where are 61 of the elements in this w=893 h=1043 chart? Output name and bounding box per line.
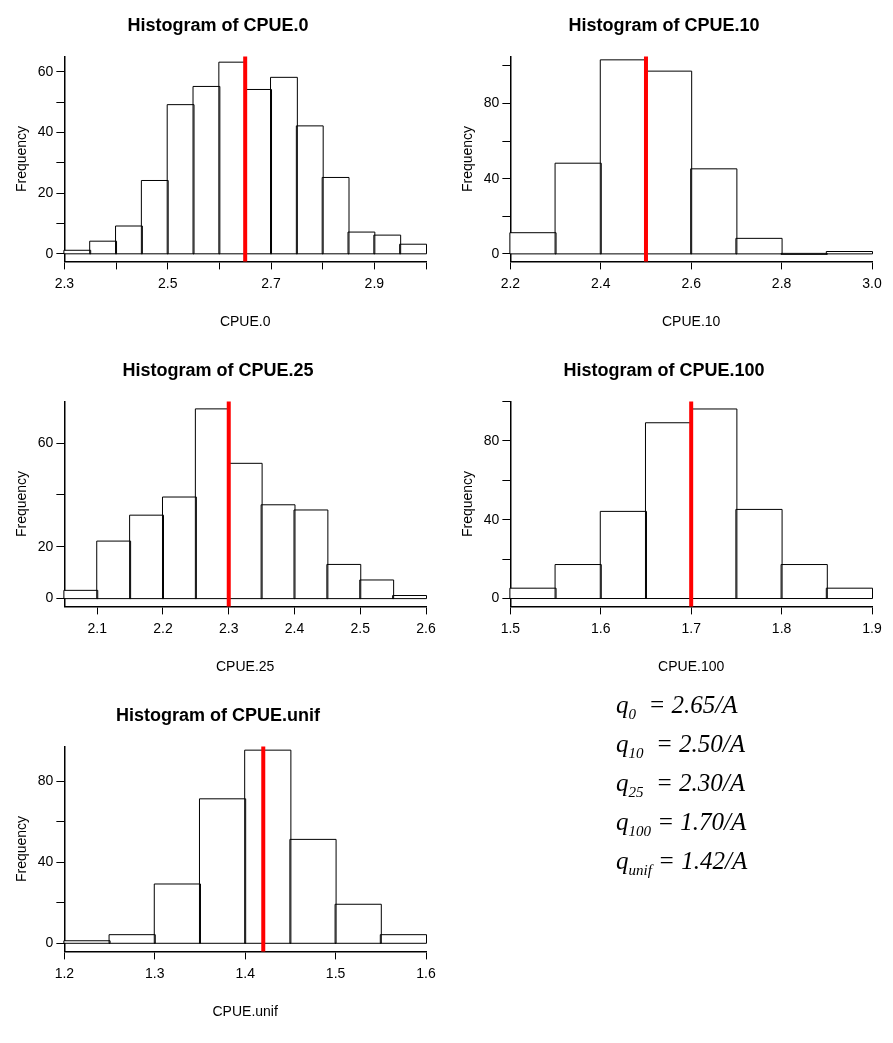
x-tick-label: 1.4 <box>235 964 256 981</box>
y-axis-title: Frequency <box>459 125 476 193</box>
x-tick-label: 2.8 <box>771 274 792 291</box>
y-tick-label: 0 <box>491 589 500 606</box>
chart-title: Histogram of CPUE.unif <box>115 704 321 725</box>
x-tick-label: 1.5 <box>500 619 521 636</box>
y-tick-label: 40 <box>483 169 500 186</box>
chart-title: Histogram of CPUE.0 <box>127 14 309 35</box>
x-tick-label: 1.8 <box>771 619 792 636</box>
x-tick-label: 1.2 <box>54 964 75 981</box>
x-tick-label: 2.3 <box>219 619 239 636</box>
y-tick-label: 60 <box>37 433 54 450</box>
text: q$_{0}$ = 2.65/A <box>616 690 739 724</box>
x-axis-title: CPUE.25 <box>216 658 275 675</box>
x-tick-label: 2.4 <box>591 274 611 291</box>
y-tick-label: 40 <box>37 853 54 870</box>
x-axis-title: CPUE.0 <box>219 313 271 330</box>
x-tick-label: 2.2 <box>153 619 173 636</box>
y-axis-title: Frequency <box>13 815 30 883</box>
x-tick-label: 2.9 <box>364 274 385 291</box>
x-tick-label: 2.4 <box>284 619 305 636</box>
x-tick-label: 2.5 <box>350 619 371 636</box>
x-tick-label: 1.5 <box>325 964 346 981</box>
x-tick-label: 2.3 <box>54 274 75 291</box>
y-tick-label: 80 <box>483 94 500 111</box>
text: q$_{unif}$ = 1.42/A <box>616 846 749 880</box>
x-tick-label: 2.6 <box>416 619 436 636</box>
x-tick-label: 1.3 <box>145 964 165 981</box>
chart-title: Histogram of CPUE.25 <box>122 359 314 380</box>
text: q$_{10}$ = 2.50/A <box>616 729 747 763</box>
x-axis-title: CPUE.100 <box>658 658 725 675</box>
x-tick-label: 1.6 <box>591 619 611 636</box>
x-tick-label: 2.2 <box>500 274 521 291</box>
y-tick-label: 0 <box>45 244 54 261</box>
text: q$_{100}$ = 1.70/A <box>616 807 748 841</box>
x-tick-label: 2.5 <box>157 274 178 291</box>
y-tick-label: 0 <box>491 244 500 261</box>
y-axis-title: Frequency <box>459 470 476 538</box>
x-tick-label: 3.0 <box>862 274 882 291</box>
y-tick-label: 40 <box>483 510 500 527</box>
x-tick-label: 2.7 <box>261 274 281 291</box>
y-tick-label: 20 <box>37 537 54 554</box>
x-tick-label: 1.7 <box>681 619 702 636</box>
text: q$_{25}$ = 2.30/A <box>616 768 747 802</box>
y-axis-title: Frequency <box>13 125 30 193</box>
y-tick-label: 0 <box>45 934 54 951</box>
y-tick-label: 20 <box>37 183 54 200</box>
x-axis-title: CPUE.unif <box>212 1003 278 1020</box>
x-tick-label: 2.6 <box>681 274 702 291</box>
y-tick-label: 0 <box>45 589 54 606</box>
x-axis-title: CPUE.10 <box>662 313 721 330</box>
y-axis-title: Frequency <box>13 470 30 538</box>
y-tick-label: 40 <box>37 123 54 140</box>
x-tick-label: 1.6 <box>416 964 436 981</box>
x-tick-label: 1.9 <box>862 619 882 636</box>
x-tick-label: 2.1 <box>87 619 108 636</box>
y-tick-label: 80 <box>483 431 500 448</box>
y-tick-label: 60 <box>37 62 54 79</box>
y-tick-label: 80 <box>37 771 54 788</box>
chart-title: Histogram of CPUE.100 <box>563 359 765 380</box>
chart-title: Histogram of CPUE.10 <box>568 14 760 35</box>
